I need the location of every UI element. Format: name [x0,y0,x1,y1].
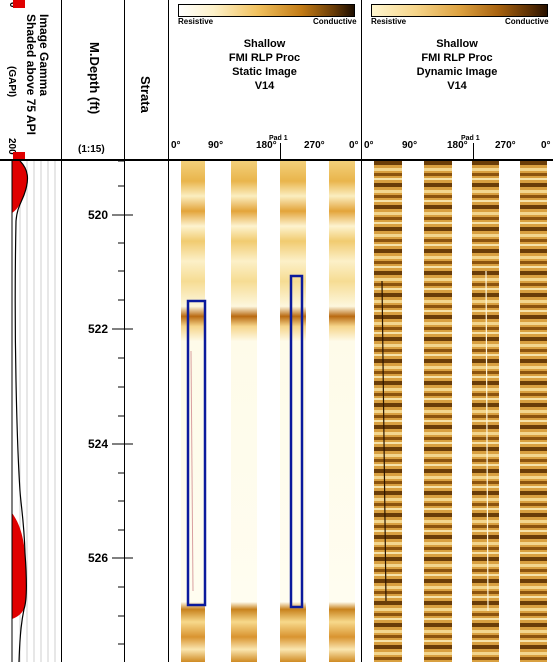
depth-scale: (1:15) [78,144,105,155]
gamma-unit: (GAPI) [6,66,17,98]
separator-strata-static [168,0,169,662]
static-pad-4 [329,161,355,662]
static-scale-conductive: Conductive [313,17,357,26]
static-azimuth-270: 270° [304,140,325,151]
dynamic-azimuth-90: 90° [402,140,418,151]
highlight-box-2 [289,274,304,609]
dynamic-image [374,161,547,662]
dynamic-title-line: Dynamic Image [416,66,498,78]
gamma-curve-track [11,161,56,662]
static-azimuth-360: 0° [349,140,359,151]
depth-ticks [112,161,124,645]
gamma-shaded-lower [12,513,27,619]
static-azimuth-0: 0° [171,140,181,151]
dynamic-fracture-trace-2 [485,270,489,612]
dynamic-color-scale [371,4,548,17]
static-image [181,161,355,662]
gamma-scale-marker [13,0,25,8]
static-title-line: V14 [254,80,275,92]
depth-label-524: 524 [88,437,109,451]
static-scale-resistive: Resistive [178,17,214,26]
static-azimuth-90: 90° [208,140,224,151]
dynamic-azimuth-180: 180° [447,140,468,151]
static-pad-label: Pad 1 [269,135,288,142]
dynamic-title-line: Shallow [436,38,478,50]
dynamic-pad-3 [472,161,499,662]
dynamic-azimuth-0: 0° [364,140,374,151]
static-title-line: FMI RLP Proc [228,52,301,64]
dynamic-scale-resistive: Resistive [371,17,407,26]
highlight-box-1 [186,299,207,607]
static-fracture-trace [190,350,194,592]
depth-track [112,161,124,645]
dynamic-pad-label: Pad 1 [461,135,480,142]
depth-title: M.Depth (ft) [87,42,102,115]
static-title: Shallow FMI RLP Proc Static Image V14 [168,37,361,93]
dynamic-title-line: FMI RLP Proc [421,52,493,64]
strata-title: Strata [138,76,153,113]
dynamic-fracture-trace-1 [381,280,387,602]
header-divider [0,159,553,161]
depth-label-522: 522 [88,322,109,336]
separator-gamma-depth [61,0,62,662]
dynamic-title: Shallow FMI RLP Proc Dynamic Image V14 [361,37,553,93]
gamma-curve [14,161,29,662]
separator-static-dynamic [361,0,362,662]
depth-label-526: 526 [88,551,109,565]
dynamic-title-line: V14 [447,80,467,92]
gamma-title-line1: Image Gamma [37,14,51,97]
dynamic-azimuth-270: 270° [495,140,516,151]
strata-track [125,214,133,559]
dynamic-pad-4 [520,161,547,662]
static-title-line: Shallow [243,38,286,50]
static-title-line: Static Image [232,66,297,78]
depth-label-520: 520 [88,208,109,222]
static-azimuth-180: 180° [256,140,277,151]
separator-depth-strata [124,0,125,662]
dynamic-pad-tick [473,143,474,159]
static-color-scale [178,4,355,17]
static-pad-tick [280,143,281,159]
dynamic-scale-conductive: Conductive [505,17,549,26]
static-pad-2 [231,161,257,662]
dynamic-pad-1 [374,161,402,662]
gamma-title-line2: Shaded above 75 API [24,14,38,135]
dynamic-azimuth-360: 0° [541,140,551,151]
gamma-scale-marker-bottom [13,152,25,159]
gamma-shaded-upper [12,161,28,213]
dynamic-pad-2 [424,161,452,662]
